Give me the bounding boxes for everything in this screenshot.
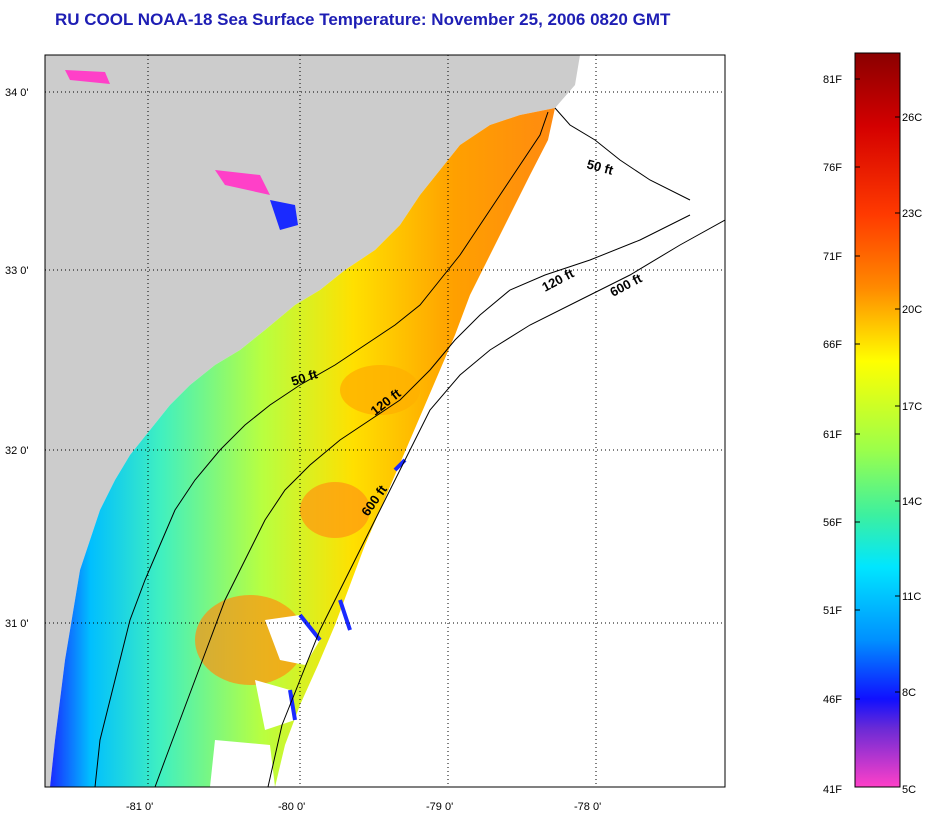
colorbar-celsius-label: 8C [902,687,916,699]
lon-tick-label: -80 0' [278,801,305,813]
colorbar-fahrenheit-label: 46F [823,694,842,706]
lon-tick-label: -78 0' [574,801,601,813]
colorbar-celsius-label: 14C [902,496,922,508]
map-title: RU COOL NOAA-18 Sea Surface Temperature:… [55,10,671,29]
lat-tick-label: 32 0' [5,445,29,457]
colorbar-fahrenheit-label: 81F [823,74,842,86]
map-frame [44,54,726,788]
colorbar-fahrenheit-label: 66F [823,339,842,351]
colorbar-ticks [855,78,900,700]
colorbar-fahrenheit-label: 71F [823,251,842,263]
colorbar-celsius-label: 11C [902,591,921,603]
land-mass [45,55,580,787]
color-scale-bar [854,52,901,788]
cloud-edge [288,458,407,721]
cloud-mask [210,600,365,787]
colorbar-fahrenheit-label: 56F [823,517,842,529]
contour-600ft [267,219,725,787]
colorbar-fahrenheit-label: 41F [823,784,842,796]
colorbar-celsius-label: 20C [902,304,922,316]
inland-water [65,70,110,84]
lat-tick-label: 33 0' [5,265,29,277]
warm-patch [195,595,305,685]
contour-50ft [94,111,549,787]
inland-water [270,200,298,230]
colorbar-celsius-label: 23C [902,208,922,220]
lat-tick-label: 31 0' [5,618,29,630]
outer-bank-coast [554,107,691,201]
colorbar-fahrenheit-label: 51F [823,605,842,617]
lat-tick-label: 34 0' [5,87,29,99]
contour-120ft [154,214,691,787]
colorbar-celsius-label: 17C [902,401,922,413]
colorbar-celsius-label: 5C [902,784,916,796]
contour-label-50ft: 50 ft [585,156,615,178]
lon-tick-label: -81 0' [126,801,153,813]
colorbar-celsius-label: 26C [902,112,922,124]
warm-patch [340,365,420,415]
inland-water [215,170,270,195]
lon-tick-label: -79 0' [426,801,453,813]
sst-swath [50,108,555,787]
map-grid [45,55,725,787]
colorbar-fahrenheit-label: 76F [823,162,842,174]
colorbar-fahrenheit-label: 61F [823,429,842,441]
warm-patch [300,482,370,538]
